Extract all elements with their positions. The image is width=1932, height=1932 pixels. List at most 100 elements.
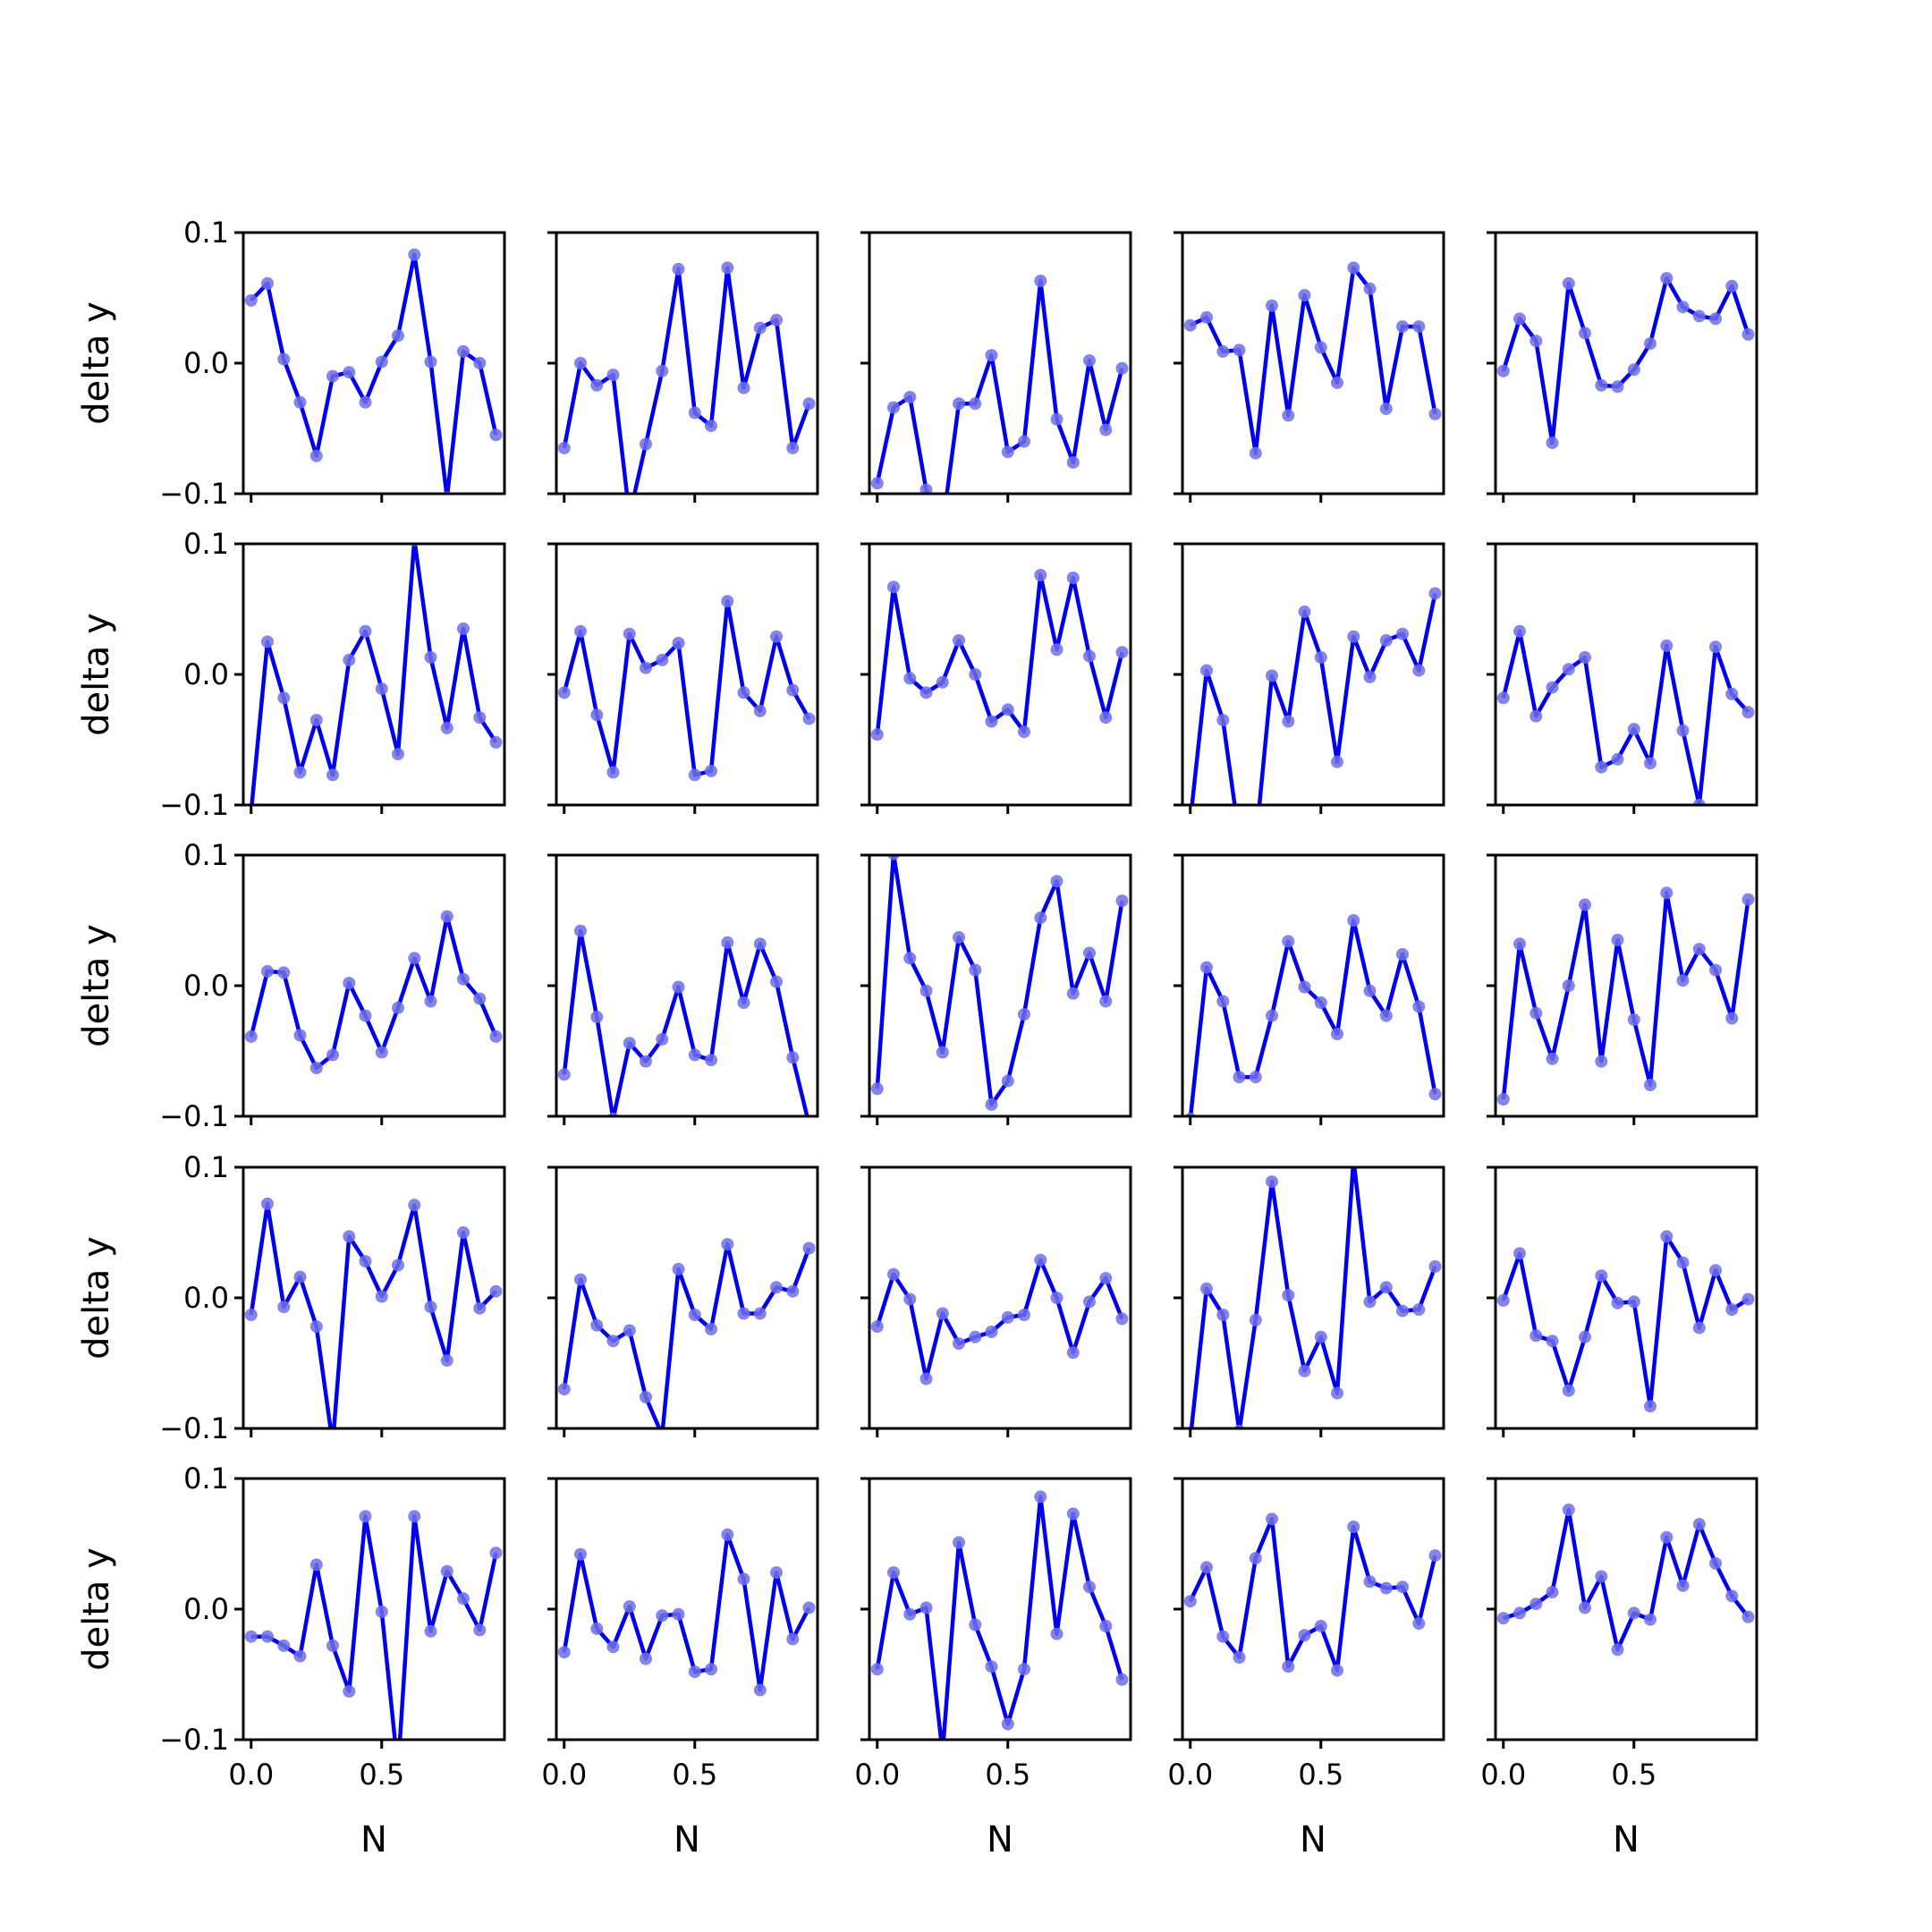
- data-point: [1200, 664, 1213, 677]
- y-tick-label: −0.1: [159, 1723, 229, 1757]
- data-point: [903, 391, 917, 403]
- data-point: [721, 1528, 734, 1541]
- data-point: [870, 477, 884, 490]
- data-point: [1611, 933, 1624, 946]
- data-point: [1530, 709, 1543, 723]
- data-point: [408, 1510, 421, 1523]
- data-point: [705, 765, 717, 777]
- data-point: [326, 369, 339, 383]
- data-point: [1034, 569, 1047, 581]
- data-point: [1050, 1627, 1063, 1640]
- data-point: [1412, 1617, 1426, 1631]
- data-point: [737, 381, 750, 394]
- data-point: [261, 1197, 274, 1210]
- data-point: [457, 1592, 470, 1606]
- data-point: [1725, 1303, 1739, 1317]
- plot-area: [1496, 1230, 1755, 1413]
- data-point: [1644, 757, 1657, 770]
- data-point: [1066, 456, 1080, 469]
- subplot-r1-c1: [547, 542, 819, 814]
- series-line: [875, 572, 1124, 735]
- data-point: [1644, 337, 1657, 351]
- data-point: [473, 992, 487, 1005]
- data-point: [656, 653, 669, 666]
- data-point: [640, 1652, 652, 1665]
- data-point: [1709, 1264, 1722, 1277]
- data-point: [1347, 914, 1360, 927]
- data-point: [375, 355, 388, 369]
- data-point: [473, 357, 487, 369]
- data-point: [688, 1309, 701, 1321]
- data-point: [326, 1639, 339, 1652]
- data-point: [1314, 651, 1327, 664]
- series-line: [562, 1532, 811, 1692]
- data-point: [1611, 1643, 1624, 1657]
- series-line: [249, 1201, 498, 1428]
- data-point: [1379, 402, 1393, 416]
- data-point: [1627, 1295, 1640, 1309]
- data-point: [1396, 1580, 1409, 1594]
- subplot-r1-c2: [860, 542, 1132, 814]
- data-point: [786, 683, 800, 697]
- data-point: [887, 580, 900, 594]
- data-point: [489, 428, 503, 442]
- data-point: [359, 1510, 372, 1523]
- data-point: [1496, 691, 1510, 705]
- data-point: [1725, 1012, 1739, 1025]
- y-tick-label: 0.1: [183, 838, 229, 872]
- data-point: [969, 1618, 982, 1631]
- data-point: [737, 996, 750, 1009]
- series-line: [875, 855, 1124, 1107]
- data-point: [440, 1354, 453, 1368]
- data-point: [903, 952, 917, 965]
- data-point: [919, 483, 933, 494]
- y-tick-label: −0.1: [159, 788, 229, 822]
- data-point: [1627, 1013, 1640, 1026]
- data-point: [277, 1639, 291, 1652]
- x-axis-label: N: [1613, 1819, 1640, 1860]
- data-point: [1115, 361, 1129, 375]
- data-point: [1083, 1580, 1096, 1594]
- data-point: [392, 329, 404, 343]
- data-point: [1644, 1079, 1657, 1091]
- data-point: [408, 952, 421, 965]
- data-point: [753, 321, 767, 335]
- data-point: [1331, 1386, 1343, 1400]
- data-point: [623, 1600, 636, 1614]
- data-point: [753, 704, 767, 717]
- data-point: [1428, 1260, 1442, 1273]
- data-point: [309, 449, 323, 462]
- data-point: [887, 401, 900, 414]
- subplot-r0-c3: [1174, 231, 1445, 503]
- data-point: [1396, 1304, 1409, 1318]
- data-point: [953, 397, 965, 411]
- data-point: [1676, 974, 1690, 987]
- plot-area: [244, 910, 503, 1074]
- data-point: [770, 313, 783, 326]
- data-point: [1579, 326, 1591, 340]
- data-point: [590, 708, 604, 722]
- data-point: [574, 1547, 587, 1561]
- data-point: [1282, 715, 1295, 728]
- data-point: [1496, 1293, 1510, 1307]
- data-point: [1099, 423, 1113, 436]
- data-point: [1200, 961, 1213, 974]
- x-tick-label: 0.5: [1298, 1758, 1343, 1792]
- subplot-r3-c2: [860, 1165, 1132, 1437]
- data-point: [1428, 407, 1442, 420]
- data-point: [1692, 1321, 1706, 1335]
- data-point: [1050, 412, 1063, 426]
- data-point: [359, 395, 372, 409]
- data-point: [672, 980, 685, 994]
- data-point: [375, 1046, 388, 1059]
- plot-area: [557, 261, 816, 494]
- data-point: [1200, 310, 1213, 324]
- data-point: [440, 1564, 453, 1578]
- data-point: [1233, 1651, 1246, 1664]
- data-point: [1562, 1504, 1575, 1516]
- data-point: [656, 364, 669, 377]
- series-line: [1503, 1507, 1750, 1652]
- data-point: [1379, 1009, 1393, 1022]
- data-point: [1314, 1330, 1327, 1343]
